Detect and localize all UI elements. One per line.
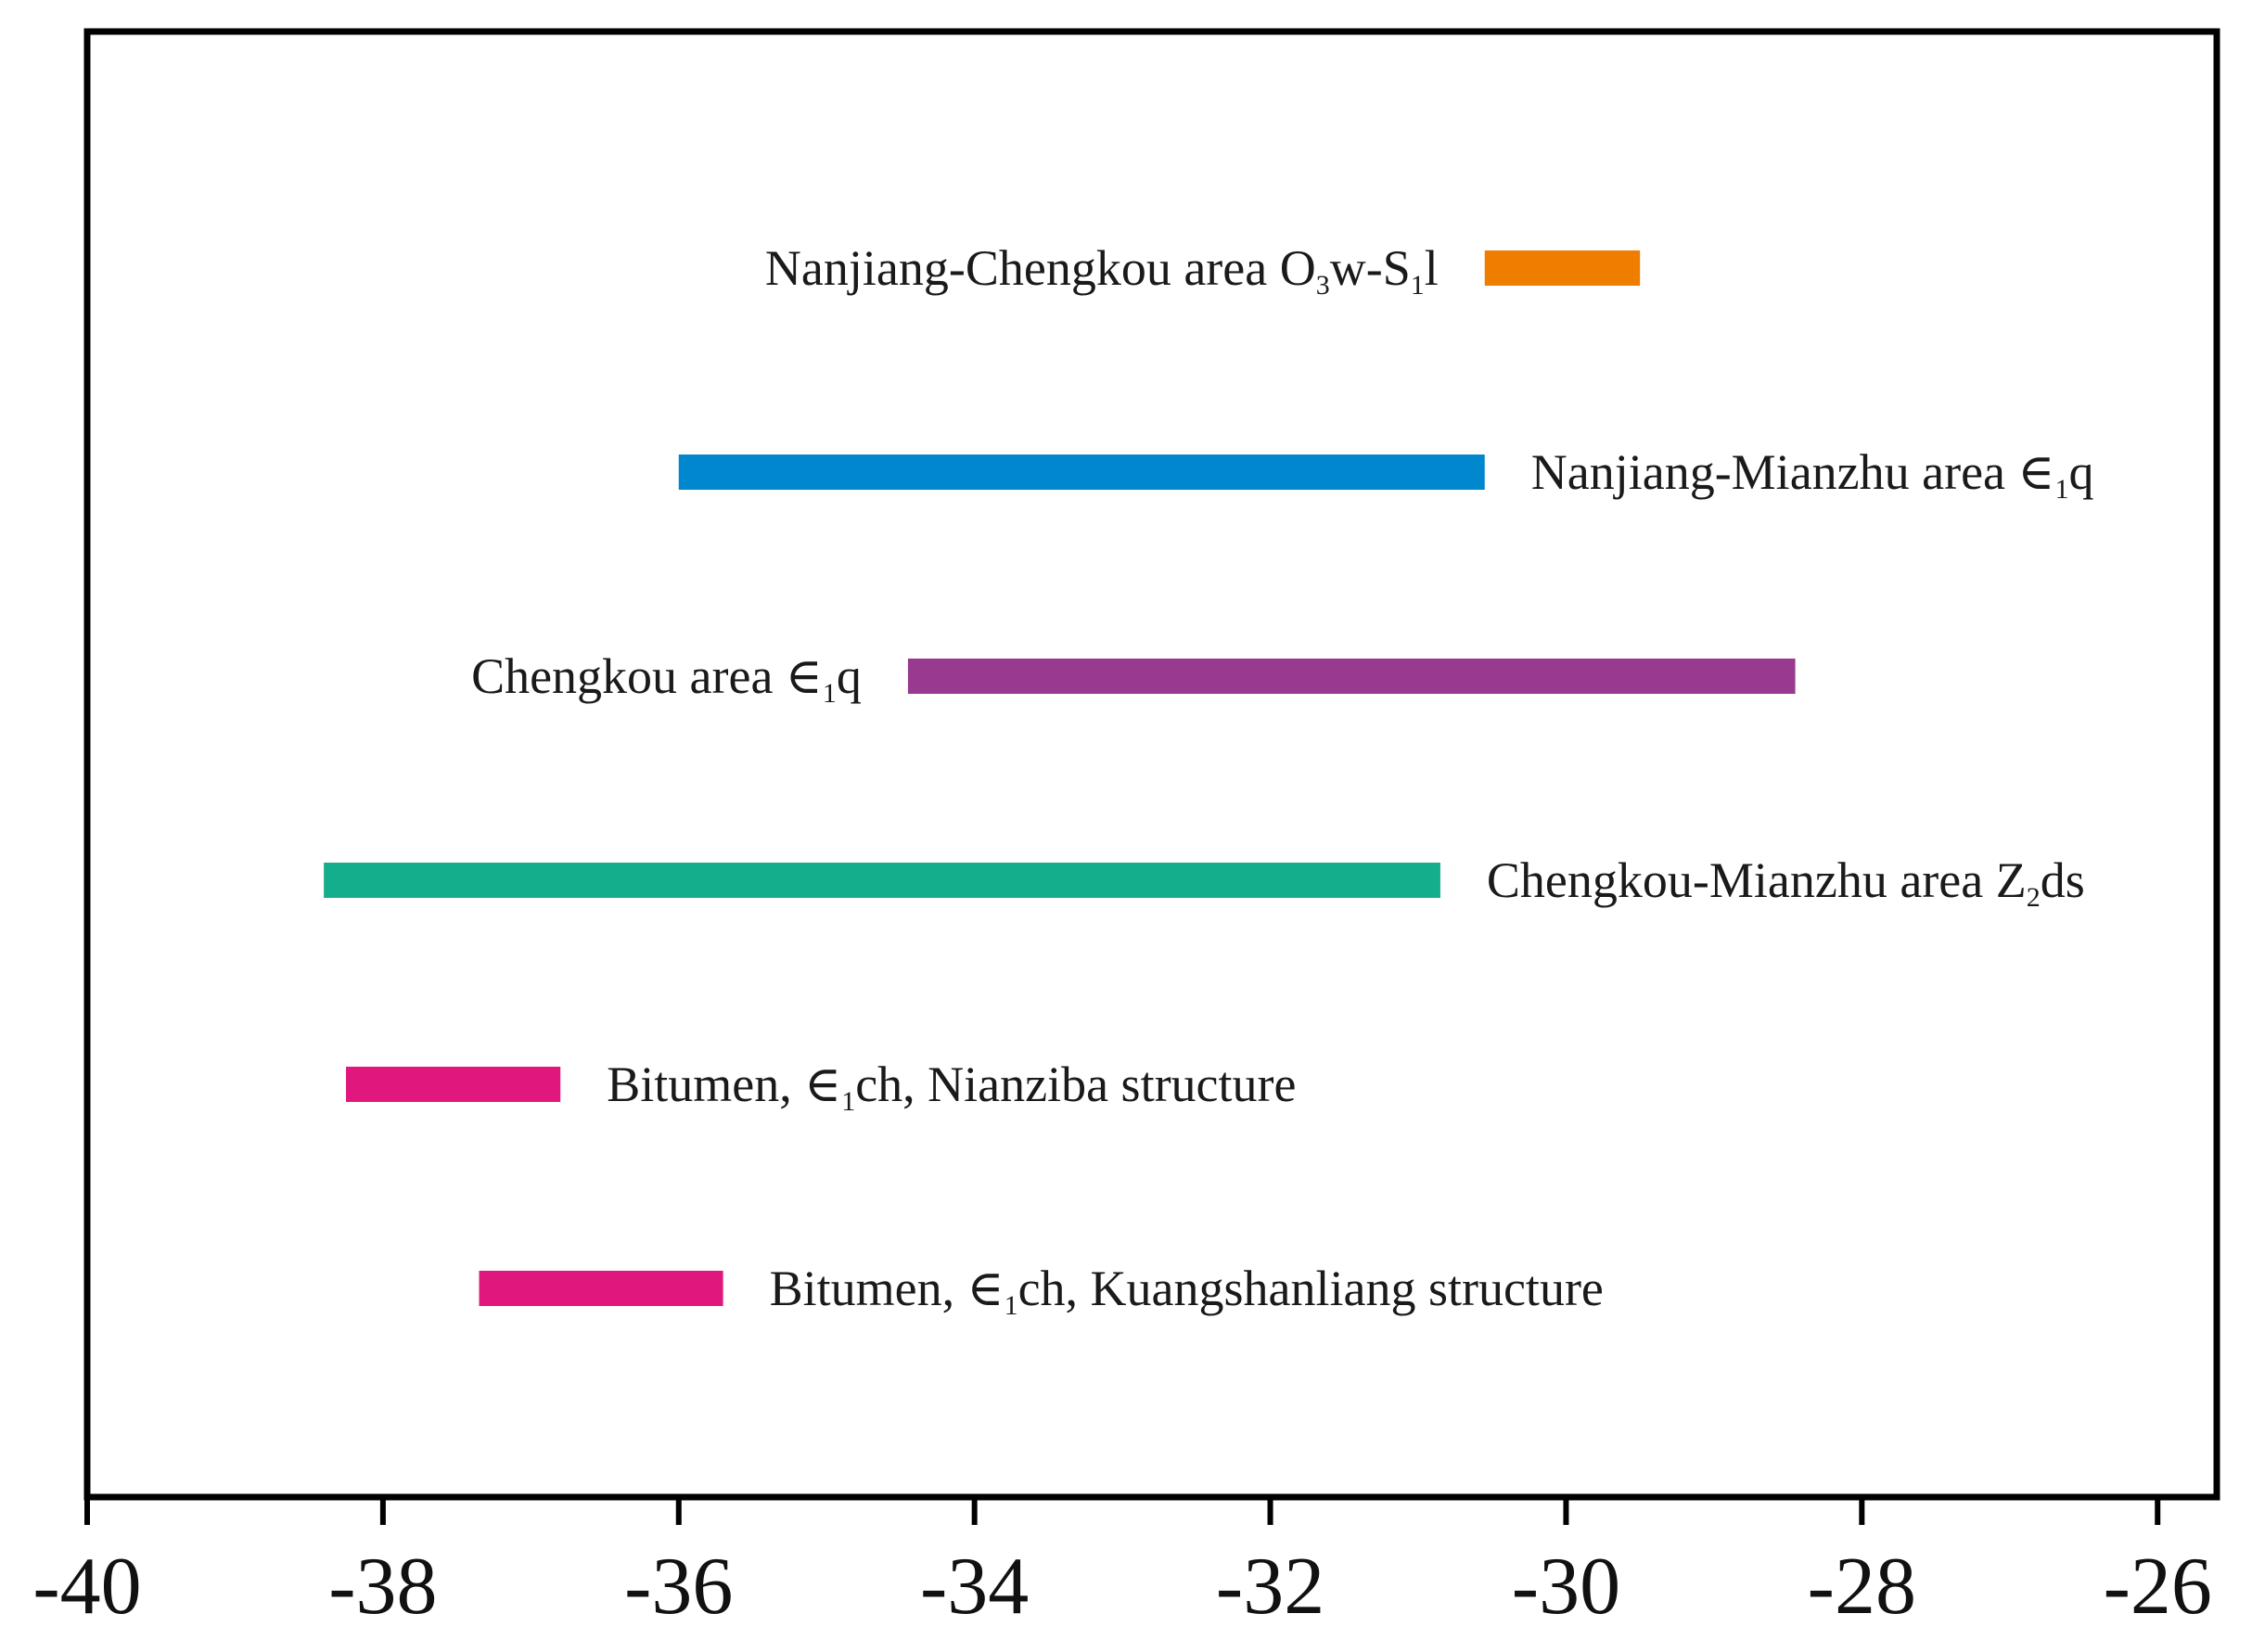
plot-frame [83,28,2220,1501]
label-subscript: 1 [823,678,837,709]
range-bar [907,659,1796,694]
label-text: l [1425,240,1439,296]
range-label: Nanjiang-Chengkou area O3w-S1l [765,240,1439,301]
range-label: Bitumen, ∈1ch, Kuangshanliang structure [770,1261,1604,1321]
x-tick-label: -32 [1216,1542,1324,1632]
label-subscript: 3 [1316,270,1330,301]
label-subscript: 1 [1411,270,1425,301]
label-text: ch, Nianziba structure [855,1057,1296,1112]
x-axis: -40 -38 -36 -34 -32 -30 -28 -26 [32,1497,2212,1632]
label-text: ds [2041,852,2085,908]
label-subscript: 1 [2054,474,2068,505]
label-text: Nanjiang-Mianzhu area ∈ [1531,444,2055,500]
label-text: Nanjiang-Chengkou area O [765,240,1316,296]
x-tick-label: -40 [32,1542,141,1632]
label-subscript: 1 [1004,1290,1018,1321]
x-tick-label: -38 [328,1542,437,1632]
range-label: Bitumen, ∈1ch, Nianziba structure [607,1057,1296,1117]
x-tick-label: -28 [1808,1542,1916,1632]
range-bar [1484,250,1641,286]
label-text: q [2068,444,2093,500]
label-text: q [837,648,862,704]
label-text: Chengkou area ∈ [471,648,823,704]
label-subscript: 1 [841,1086,855,1117]
label-text: ch, Kuangshanliang structure [1018,1261,1604,1316]
range-bar [324,863,1440,898]
range-label: Chengkou-Mianzhu area Z2ds [1487,852,2085,913]
x-tick-label: -34 [920,1542,1029,1632]
range-label: Nanjiang-Mianzhu area ∈1q [1531,444,2094,505]
range-bar [479,1271,723,1306]
range-label: Chengkou area ∈1q [471,648,862,709]
x-tick-label: -36 [624,1542,733,1632]
x-tick-label: -26 [2104,1542,2212,1632]
range-bars [324,250,1796,1306]
range-bar [678,455,1485,490]
range-bar [346,1067,561,1102]
range-labels: Nanjiang-Chengkou area O3w-S1lNanjiang-M… [471,240,2093,1321]
label-text: Bitumen, ∈ [770,1261,1004,1316]
x-tick-label: -30 [1512,1542,1620,1632]
label-text: Chengkou-Mianzhu area Z [1487,852,2027,908]
label-text: Bitumen, ∈ [607,1057,841,1112]
label-text: w-S [1330,240,1411,296]
label-subscript: 2 [2027,882,2041,913]
